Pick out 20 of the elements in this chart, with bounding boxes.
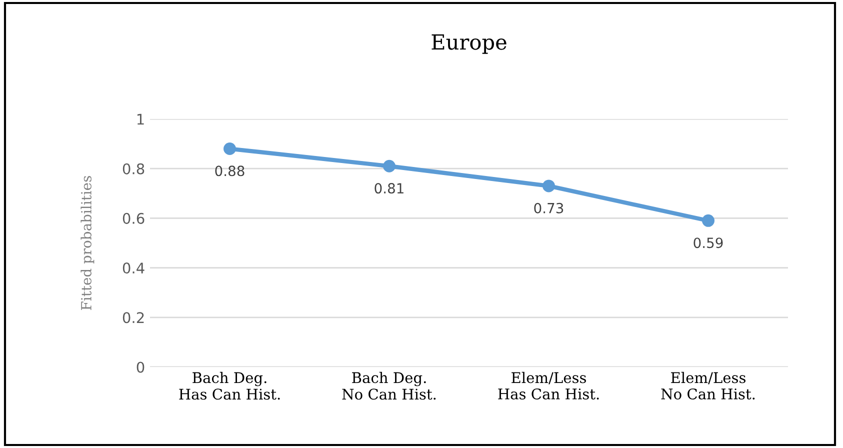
- y-tick-label: 0: [136, 362, 144, 373]
- data-label: 0.59: [694, 238, 723, 248]
- x-tick-label: Bach Deg. Has Can Hist.: [179, 372, 280, 400]
- point: [542, 180, 555, 192]
- data-label: 0.88: [215, 166, 244, 176]
- y-tick-label: 0.2: [122, 312, 144, 324]
- data-label: 0.81: [374, 183, 404, 194]
- y-tick-label: 1: [137, 114, 144, 125]
- y-tick-label: 0.4: [122, 262, 144, 274]
- point: [702, 214, 714, 227]
- x-tick-label: Elem/Less No Can Hist.: [661, 372, 755, 400]
- chart-title: Europe: [432, 34, 506, 54]
- y-tick-label: 0.8: [122, 163, 144, 174]
- y-axis-title: Fitted probabilities: [80, 176, 94, 310]
- point: [224, 142, 236, 156]
- x-tick-label: Bach Deg. No Can Hist.: [342, 372, 436, 400]
- point: [383, 160, 396, 172]
- data-label: 0.73: [534, 202, 564, 214]
- x-tick-label: Elem/Less Has Can Hist.: [498, 372, 599, 400]
- y-tick-label: 0.6: [122, 212, 144, 224]
